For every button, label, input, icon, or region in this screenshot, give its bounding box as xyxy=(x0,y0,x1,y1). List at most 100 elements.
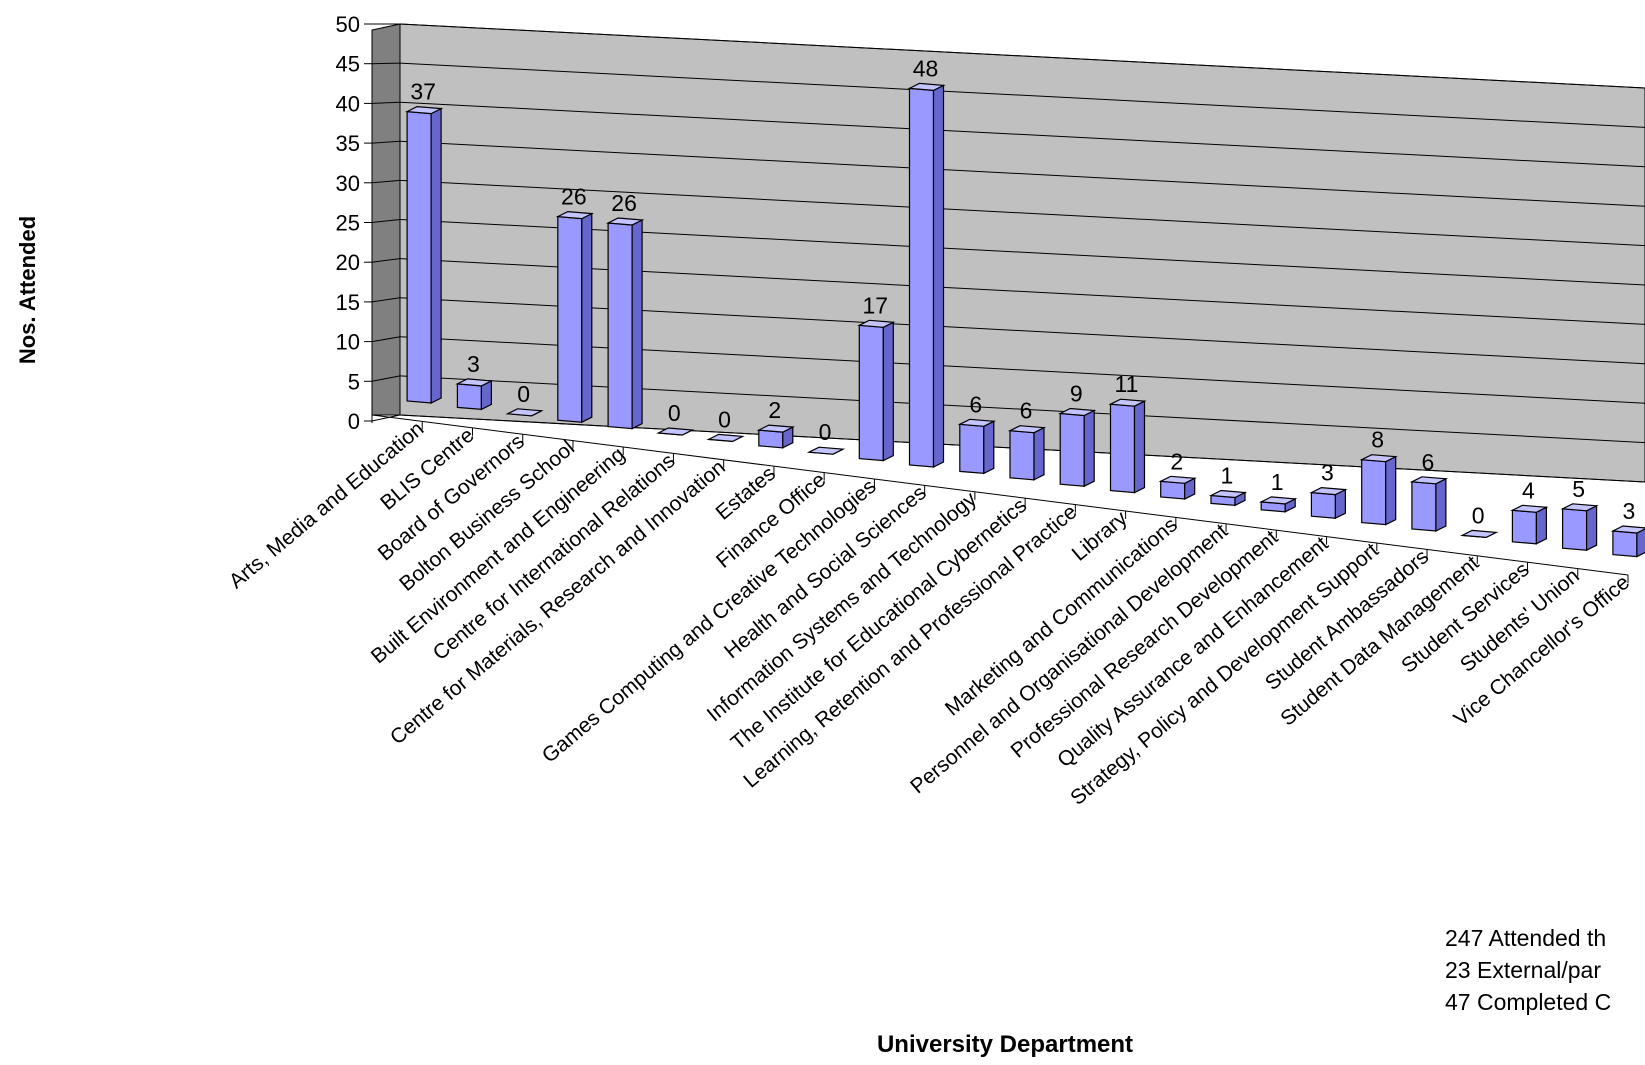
summary-note: 47 Completed C xyxy=(1445,989,1612,1015)
bar xyxy=(1059,412,1085,487)
bar-top xyxy=(555,210,594,220)
data-label: 6 xyxy=(969,391,982,417)
data-label: 2 xyxy=(768,397,781,423)
bar-top xyxy=(1259,496,1298,505)
bar-top xyxy=(957,418,996,427)
bar-top xyxy=(907,82,946,92)
bar-top xyxy=(1560,503,1599,512)
bar-top xyxy=(605,217,645,226)
y-tick-label: 10 xyxy=(336,330,360,355)
bar xyxy=(1511,509,1538,545)
bar-side xyxy=(1435,477,1447,532)
gridline-side xyxy=(371,375,401,382)
data-label: 6 xyxy=(1422,449,1435,475)
summary-notes: 247 Attended th 23 External/par 47 Compl… xyxy=(1445,922,1645,1018)
bar xyxy=(1310,491,1337,519)
bar-top xyxy=(1108,398,1147,407)
bar-top xyxy=(1460,529,1499,539)
bar-top xyxy=(1208,489,1248,499)
bar-top xyxy=(1158,475,1197,484)
summary-note: 247 Attended th xyxy=(1445,925,1607,951)
gridline xyxy=(399,179,1645,247)
data-label: 0 xyxy=(668,400,681,426)
data-label: 9 xyxy=(1070,381,1083,407)
bar-top xyxy=(706,433,745,443)
bar xyxy=(1009,430,1035,481)
data-label: 11 xyxy=(1115,371,1139,397)
bar xyxy=(1561,508,1588,551)
data-label: 3 xyxy=(467,351,480,377)
data-label: 0 xyxy=(1472,502,1485,528)
bar xyxy=(1612,530,1638,558)
data-label: 3 xyxy=(1321,460,1334,486)
gridline xyxy=(399,62,1645,128)
bar-top xyxy=(1309,486,1348,496)
data-label: 37 xyxy=(410,79,436,105)
bar-top xyxy=(505,408,544,417)
data-label: 48 xyxy=(913,55,939,81)
data-label: 4 xyxy=(1522,477,1535,503)
bar-side xyxy=(882,321,894,462)
bar-top xyxy=(1610,525,1645,534)
bar-top xyxy=(455,378,494,387)
data-label: 1 xyxy=(1271,469,1284,495)
bar-side xyxy=(581,212,593,424)
bar xyxy=(758,429,784,449)
y-tick-label: 40 xyxy=(336,91,360,116)
gridline xyxy=(399,23,1645,89)
gridline-side xyxy=(371,414,401,422)
bar-side xyxy=(430,107,442,404)
summary-note: 23 External/par xyxy=(1445,957,1601,983)
bar-side xyxy=(983,420,995,475)
data-label: 0 xyxy=(819,419,832,445)
bar-top xyxy=(806,446,846,455)
bar xyxy=(456,383,482,411)
bar-side xyxy=(1083,409,1095,488)
data-label: 3 xyxy=(1622,498,1635,524)
y-tick-label: 50 xyxy=(336,12,360,37)
gridline-side xyxy=(371,219,401,223)
gridline xyxy=(399,140,1645,207)
bar-side xyxy=(1585,504,1598,552)
bar-side xyxy=(1033,426,1045,481)
y-tick-label: 30 xyxy=(336,171,360,196)
data-label: 8 xyxy=(1371,427,1384,453)
bar-side xyxy=(1133,400,1146,494)
data-label: 17 xyxy=(862,292,888,318)
gridline-side xyxy=(371,101,401,104)
bar-top xyxy=(1409,476,1449,485)
gridline-side xyxy=(371,140,401,144)
bar xyxy=(557,215,583,423)
bar xyxy=(1160,480,1186,500)
bar-top xyxy=(1058,407,1097,417)
bar-side xyxy=(1535,506,1548,545)
y-tick-label: 20 xyxy=(336,250,360,275)
y-axis-title: Nos. Attended xyxy=(15,215,40,365)
y-tick-label: 25 xyxy=(336,211,360,236)
bar-side xyxy=(1385,455,1397,526)
bar xyxy=(858,324,884,462)
gridline-side xyxy=(371,258,401,263)
bar-top xyxy=(1510,504,1549,513)
data-label: 0 xyxy=(718,406,731,432)
bar xyxy=(406,110,432,404)
gridline-side xyxy=(371,179,401,184)
bar xyxy=(1411,481,1437,532)
bar-side xyxy=(631,219,643,430)
y-tick-label: 0 xyxy=(348,409,360,434)
bar xyxy=(959,423,985,475)
bar xyxy=(908,87,935,468)
bar xyxy=(607,222,633,430)
data-label: 26 xyxy=(611,190,637,216)
y-tick-label: 45 xyxy=(336,52,360,77)
bar-top xyxy=(857,319,896,328)
gridline-side xyxy=(371,297,401,303)
bar xyxy=(1109,403,1136,494)
x-axis-title: University Department xyxy=(876,1031,1134,1058)
y-tick-label: 15 xyxy=(336,290,360,315)
gridline-side xyxy=(371,62,401,65)
data-label: 26 xyxy=(561,184,587,210)
x-axis-line xyxy=(371,414,1629,576)
